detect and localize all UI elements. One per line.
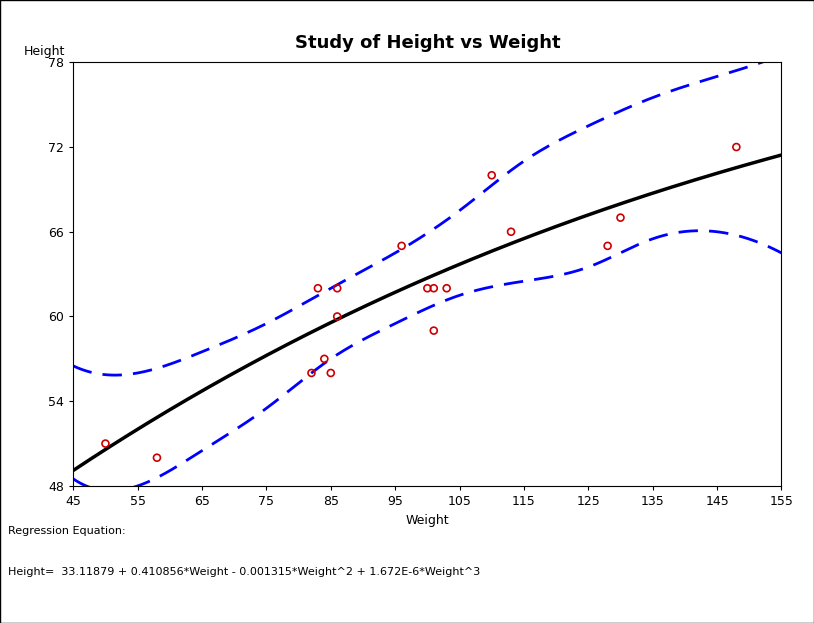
Point <box>330 283 344 293</box>
Text: Height=  33.11879 + 0.410856*Weight - 0.001315*Weight^2 + 1.672E-6*Weight^3: Height= 33.11879 + 0.410856*Weight - 0.0… <box>8 567 480 577</box>
Point <box>614 212 627 222</box>
Point <box>505 227 518 237</box>
Point <box>305 368 318 378</box>
Point <box>324 368 337 378</box>
Point <box>99 439 112 449</box>
Title: Study of Height vs Weight: Study of Height vs Weight <box>295 34 560 52</box>
Point <box>485 170 498 180</box>
Point <box>427 326 440 336</box>
Point <box>330 312 344 321</box>
Point <box>317 354 330 364</box>
Point <box>427 283 440 293</box>
X-axis label: Weight: Weight <box>405 513 449 526</box>
Point <box>421 283 434 293</box>
Point <box>151 453 164 463</box>
Text: Height: Height <box>24 45 65 58</box>
Text: Regression Equation:: Regression Equation: <box>8 526 126 536</box>
Point <box>395 241 408 251</box>
Point <box>601 241 614 251</box>
Point <box>312 283 325 293</box>
Point <box>730 142 743 152</box>
Point <box>440 283 453 293</box>
